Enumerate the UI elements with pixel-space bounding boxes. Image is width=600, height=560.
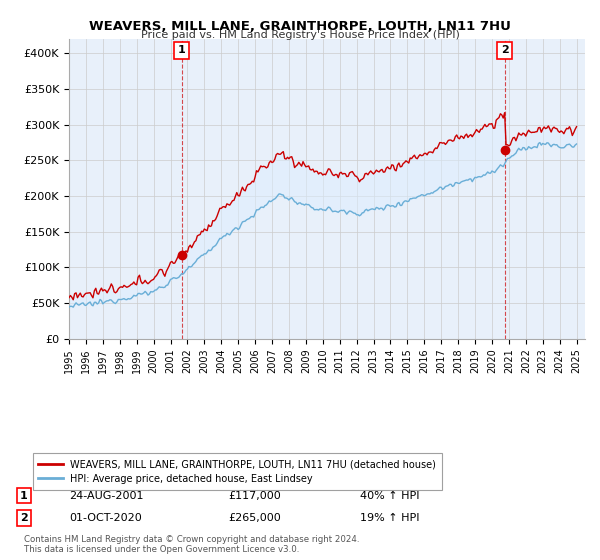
- Text: 01-OCT-2020: 01-OCT-2020: [69, 513, 142, 523]
- Text: 24-AUG-2001: 24-AUG-2001: [69, 491, 143, 501]
- Text: £265,000: £265,000: [228, 513, 281, 523]
- Text: WEAVERS, MILL LANE, GRAINTHORPE, LOUTH, LN11 7HU: WEAVERS, MILL LANE, GRAINTHORPE, LOUTH, …: [89, 20, 511, 32]
- Text: Contains HM Land Registry data © Crown copyright and database right 2024.
This d: Contains HM Land Registry data © Crown c…: [24, 535, 359, 554]
- Text: 1: 1: [178, 45, 185, 55]
- Legend: WEAVERS, MILL LANE, GRAINTHORPE, LOUTH, LN11 7HU (detached house), HPI: Average : WEAVERS, MILL LANE, GRAINTHORPE, LOUTH, …: [32, 453, 442, 490]
- Text: £117,000: £117,000: [228, 491, 281, 501]
- Text: 40% ↑ HPI: 40% ↑ HPI: [360, 491, 419, 501]
- Text: 2: 2: [20, 513, 28, 523]
- Text: 2: 2: [501, 45, 509, 55]
- Text: 1: 1: [20, 491, 28, 501]
- Text: 19% ↑ HPI: 19% ↑ HPI: [360, 513, 419, 523]
- Text: Price paid vs. HM Land Registry's House Price Index (HPI): Price paid vs. HM Land Registry's House …: [140, 30, 460, 40]
